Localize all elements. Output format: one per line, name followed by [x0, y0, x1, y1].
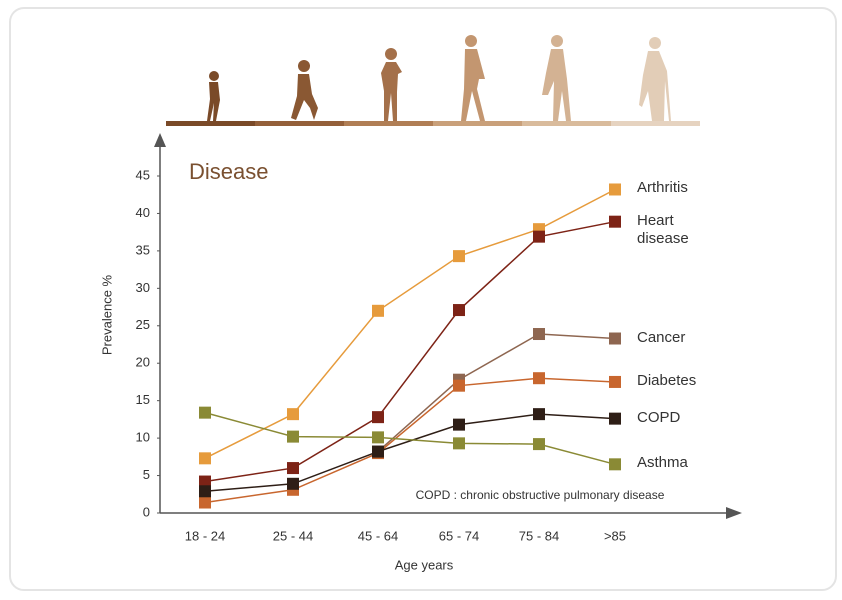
- data-point: [533, 328, 545, 341]
- x-tick-label: 75 - 84: [519, 528, 559, 543]
- legend-label: Heart disease: [637, 211, 689, 247]
- x-tick-label: 65 - 74: [439, 528, 479, 543]
- series-line: [204, 377, 616, 504]
- data-point: [609, 215, 621, 228]
- data-point: [533, 438, 545, 451]
- series-line: [204, 220, 616, 483]
- data-point: [287, 462, 299, 475]
- age-banner: [166, 35, 700, 126]
- data-point: [199, 475, 211, 488]
- data-point: [453, 379, 465, 392]
- data-point: [372, 411, 384, 424]
- x-tick-label: 25 - 44: [273, 528, 313, 543]
- data-point: [372, 431, 384, 444]
- x-tick-label: >85: [604, 528, 626, 543]
- chart-title: Disease: [189, 159, 268, 184]
- y-tick-label: 30: [136, 280, 150, 295]
- x-tick-label: 18 - 24: [185, 528, 225, 543]
- legend-label: Arthritis: [637, 179, 688, 197]
- y-tick-label: 25: [136, 317, 150, 332]
- data-point: [287, 430, 299, 443]
- y-tick-label: 35: [136, 242, 150, 257]
- data-point: [453, 304, 465, 317]
- data-point: [199, 406, 211, 419]
- axes: [154, 133, 742, 519]
- y-axis-label: Prevalence %: [99, 274, 114, 355]
- data-point: [609, 332, 621, 345]
- data-point: [453, 250, 465, 263]
- legend-label: Cancer: [637, 328, 686, 346]
- series-line: [204, 413, 616, 493]
- data-point: [199, 452, 211, 465]
- data-point: [609, 458, 621, 471]
- data-point: [533, 408, 545, 421]
- series-line: [204, 188, 616, 460]
- legend-label: Asthma: [637, 454, 688, 472]
- data-point: [609, 375, 621, 388]
- data-point: [372, 445, 384, 458]
- series-line: [377, 333, 616, 453]
- data-point: [199, 485, 211, 498]
- x-tick-label: 45 - 64: [358, 528, 398, 543]
- data-point: [609, 412, 621, 425]
- y-tick-label: 10: [136, 430, 150, 445]
- data-point: [609, 183, 621, 196]
- y-tick-label: 5: [143, 467, 150, 482]
- data-point: [287, 408, 299, 421]
- y-tick-label: 45: [136, 167, 150, 182]
- card: [9, 7, 837, 591]
- x-axis-label: Age years: [395, 557, 454, 572]
- series-line: [204, 411, 616, 466]
- legend-label: COPD: [637, 408, 681, 426]
- legend-label: Diabetes: [637, 371, 697, 389]
- y-tick-label: 15: [136, 392, 150, 407]
- y-tick-label: 40: [136, 205, 150, 220]
- y-tick-label: 20: [136, 355, 150, 370]
- data-point: [533, 230, 545, 243]
- data-point: [372, 304, 384, 317]
- data-point: [199, 496, 211, 509]
- data-point: [533, 372, 545, 385]
- data-point: [453, 437, 465, 450]
- y-tick-label: 0: [143, 504, 150, 519]
- annotation: COPD : chronic obstructive pulmonary dis…: [416, 488, 665, 502]
- data-point: [453, 418, 465, 431]
- data-point: [287, 477, 299, 490]
